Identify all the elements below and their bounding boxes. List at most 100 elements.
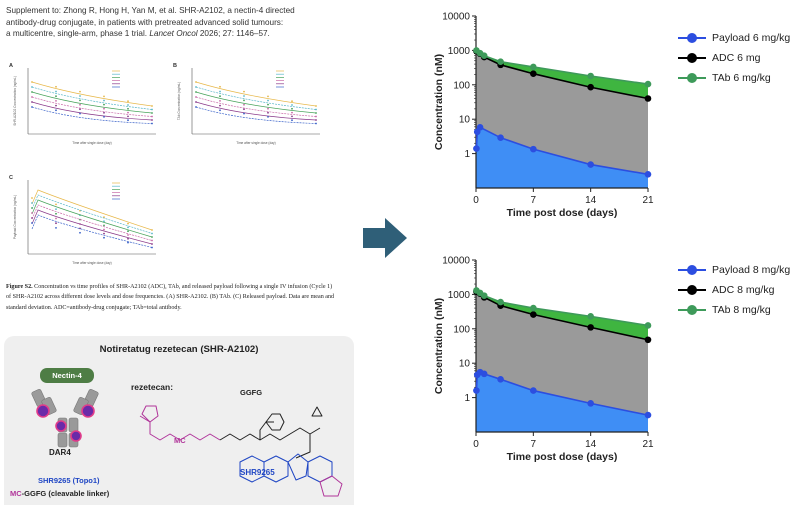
supplement-line-2: antibody-drug conjugate, in patients wit… (6, 17, 284, 27)
data-point-payload (473, 387, 480, 394)
mini-point (55, 227, 57, 229)
legend-label-adc-8: ADC 8 mg/kg (712, 284, 775, 296)
mini-point (195, 91, 197, 93)
mini-point (103, 228, 105, 231)
y-axis-label: Concentration (nM) (433, 298, 445, 394)
mini-series-line (31, 214, 153, 248)
payload-topo1-label: SHR9265 (Topo1) (38, 476, 100, 485)
data-point-payload (497, 134, 504, 141)
mini-point (79, 218, 81, 221)
mini-point (55, 109, 57, 112)
data-point-tab (530, 304, 537, 312)
x-tick-label: 21 (642, 439, 654, 450)
y-tick-label: 10 (459, 115, 471, 126)
mini-series-line (31, 101, 153, 121)
mini-point (243, 112, 245, 115)
mini-point (127, 115, 129, 118)
figure-caption: Figure S2. Concentration vs time profile… (6, 282, 336, 313)
mini-panel-b-plot: B Time after single dose (day) TAb Concent… (173, 63, 320, 145)
mini-point (243, 90, 245, 93)
mini-point (79, 99, 81, 102)
data-point-tab (497, 298, 504, 306)
mini-point (31, 101, 33, 103)
mini-point (103, 116, 105, 118)
mini-point (219, 85, 221, 88)
pk-chart-8mg-svg: 1 10 100 1000 10000 0 7 14 21 Time post dose (day… (433, 256, 654, 464)
mini-point (151, 236, 153, 238)
mini-point (151, 243, 153, 245)
mini-point (315, 108, 317, 111)
mini-point (55, 90, 57, 93)
mini-panel-a-plot: A Time after single dose (day) SHR-A2102 C… (9, 63, 156, 145)
data-point-payload (587, 161, 594, 168)
y-axis-label: Concentration (nM) (433, 54, 445, 150)
antibody-icon (31, 388, 99, 448)
x-tick-label: 21 (642, 195, 654, 206)
mini-panel-letter: B (173, 63, 177, 69)
mini-point (219, 104, 221, 107)
data-point-tab (644, 322, 652, 329)
mini-point (55, 104, 57, 107)
mini-point (315, 105, 317, 107)
mini-series-line (31, 81, 153, 107)
mini-series-line (31, 91, 153, 114)
mini-series-line (195, 106, 317, 124)
mini-point (79, 95, 81, 97)
mini-point (195, 106, 197, 108)
mini-point (127, 230, 129, 233)
mini-point (55, 100, 57, 102)
legend-item-payload-8: Payload 8 mg/kg (678, 260, 790, 280)
mini-y-label: TAb Concentration (ng/mL) (177, 82, 181, 120)
mini-point (103, 220, 105, 223)
mini-x-label: Time after single dose (day) (236, 141, 275, 145)
x-tick-label: 7 (531, 195, 537, 206)
legend-8mg: Payload 8 mg/kg ADC 8 mg/kg TAb 8 mg/kg (678, 260, 790, 320)
mini-point (31, 212, 33, 214)
mini-series-line (195, 81, 317, 107)
ggfg-label: GGFG (240, 388, 263, 397)
mini-point (151, 108, 153, 111)
mini-legend (112, 182, 120, 200)
mini-series-line (31, 209, 153, 245)
mini-point (103, 236, 105, 239)
mini-point (103, 103, 105, 106)
supplement-line-3: a multicentre, single-arm, phase 1 trial… (6, 28, 336, 40)
y-tick-label: 10000 (442, 12, 470, 23)
data-point-payload (497, 376, 504, 383)
x-tick-label: 0 (473, 195, 479, 206)
arrow-icon (363, 218, 407, 258)
mini-point (79, 231, 81, 234)
mini-point (103, 111, 105, 114)
mini-series-line (31, 199, 153, 238)
x-tick-label: 14 (585, 195, 597, 206)
mini-series-line (31, 106, 153, 124)
legend-item-tab-6: TAb 6 mg/kg (678, 68, 790, 88)
mini-point (151, 239, 153, 242)
shr9265-label: SHR9265 (240, 468, 275, 477)
y-tick-label: 100 (453, 80, 470, 91)
data-point-payload (587, 400, 594, 407)
area-payload (476, 372, 648, 432)
mini-point (55, 212, 57, 215)
data-point-tab (587, 72, 594, 80)
data-point-adc (644, 336, 652, 344)
mini-point (267, 116, 269, 118)
mini-point (151, 229, 153, 231)
mini-x-label: Time after single dose (day) (72, 261, 111, 265)
mini-panel-letter: C (9, 175, 13, 181)
mini-point (127, 100, 129, 103)
mini-point (151, 112, 153, 114)
data-point-adc (587, 83, 594, 91)
mini-point (267, 99, 269, 102)
x-axis-label: Time post dose (days) (507, 451, 618, 463)
mini-point (195, 101, 197, 103)
mini-point (151, 232, 153, 235)
data-point-adc (587, 324, 594, 331)
mini-point (31, 91, 33, 93)
mini-point (31, 86, 33, 88)
data-point-payload (473, 145, 480, 152)
mini-point (31, 202, 33, 204)
mini-point (31, 222, 33, 224)
data-point-payload (644, 171, 652, 178)
